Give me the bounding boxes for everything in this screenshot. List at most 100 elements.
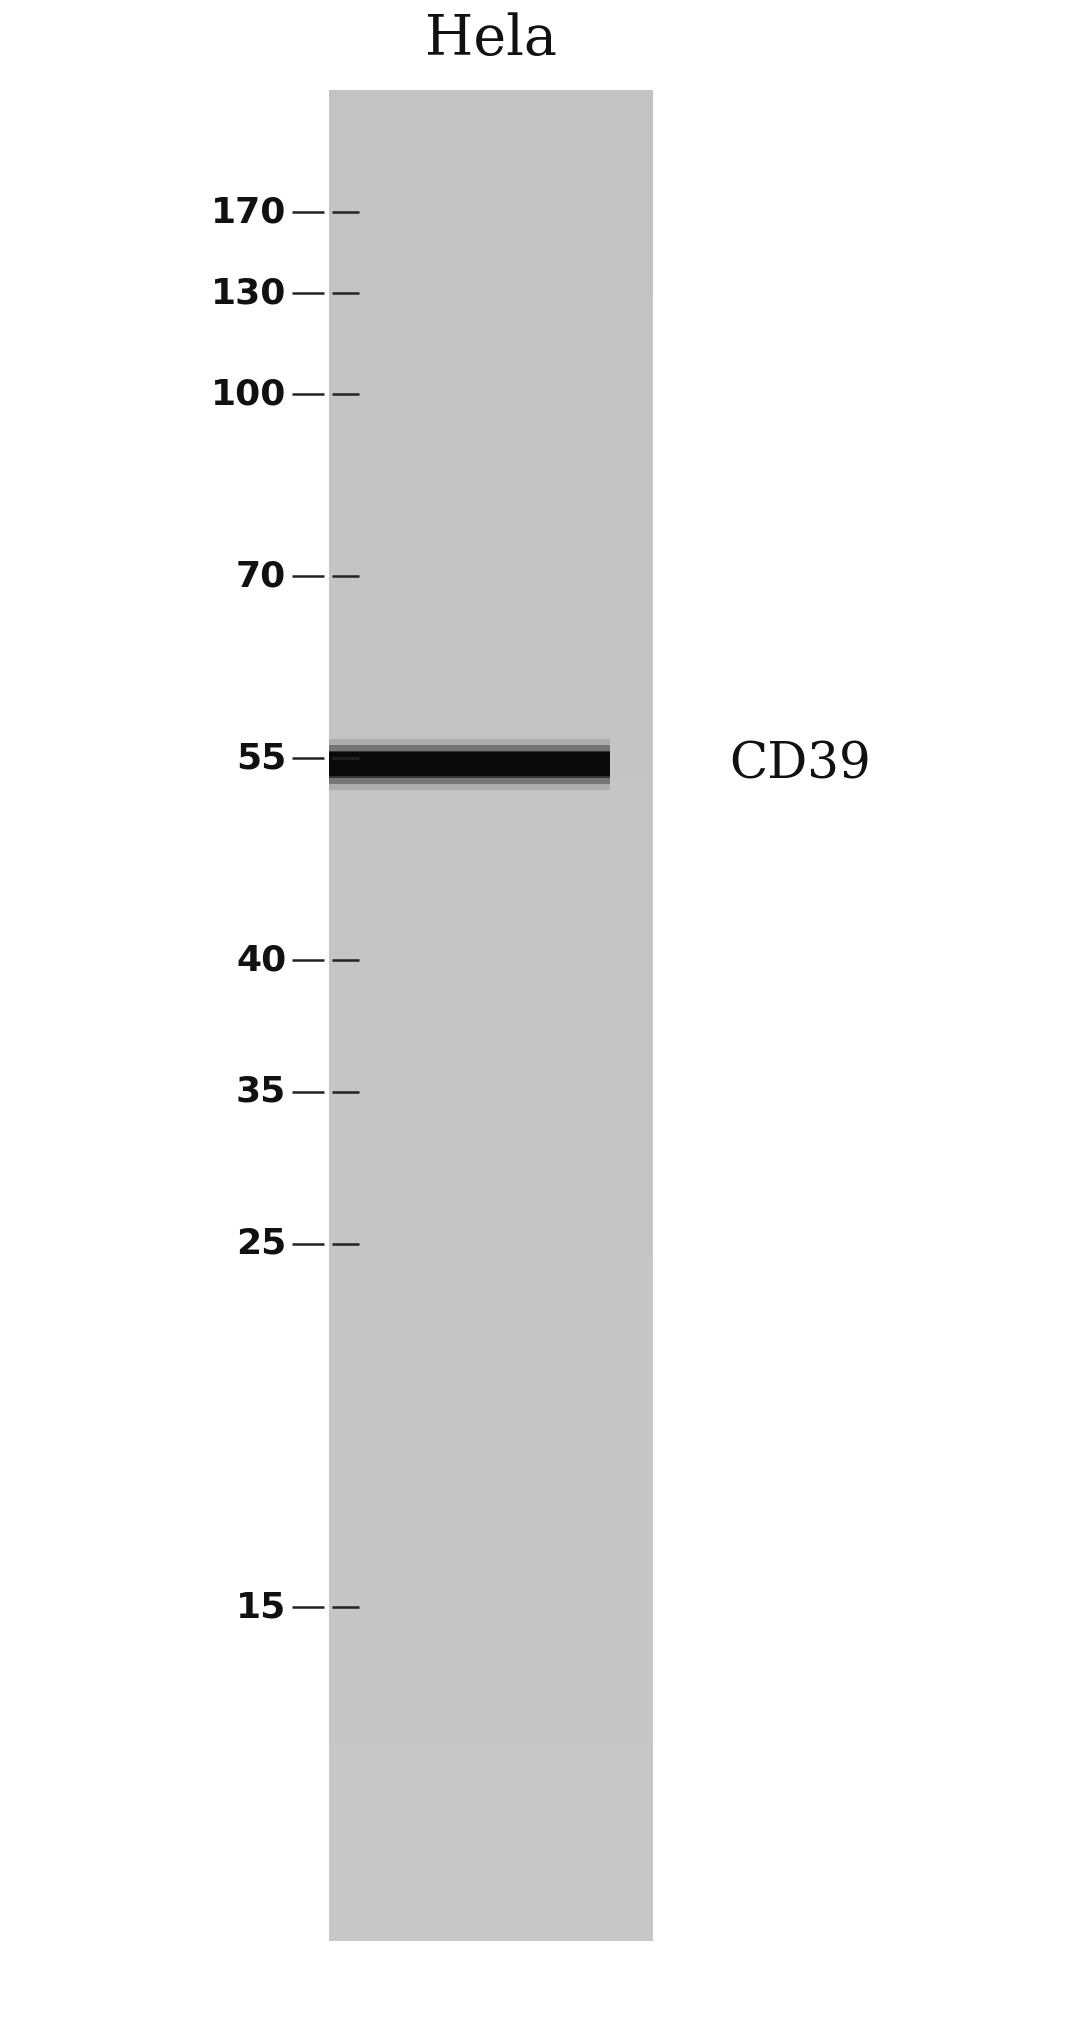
Bar <box>329 1330 653 1341</box>
Bar <box>329 451 653 461</box>
Bar <box>329 811 653 821</box>
Bar <box>329 756 653 766</box>
Bar <box>329 1144 653 1155</box>
Bar <box>329 174 653 184</box>
Text: 15: 15 <box>235 1591 286 1624</box>
Bar <box>329 1292 653 1302</box>
Bar <box>329 192 653 202</box>
Bar <box>329 340 653 350</box>
Bar <box>329 876 653 886</box>
Bar <box>329 764 653 776</box>
Bar <box>329 1432 653 1442</box>
Bar <box>329 932 653 942</box>
Bar <box>329 487 653 497</box>
Bar <box>329 1256 653 1266</box>
Bar <box>329 293 653 303</box>
Bar <box>329 1375 653 1387</box>
Bar <box>329 404 653 415</box>
Bar <box>329 580 653 590</box>
Bar <box>329 127 653 137</box>
Bar <box>329 1440 653 1452</box>
Bar <box>329 1838 653 1848</box>
Bar <box>329 700 653 712</box>
Bar <box>329 386 653 396</box>
Bar <box>329 1033 653 1043</box>
Bar <box>329 1913 653 1923</box>
Bar <box>329 285 653 295</box>
Bar <box>329 1173 653 1183</box>
Text: 55: 55 <box>235 742 286 774</box>
Bar <box>329 627 653 637</box>
Bar <box>329 544 653 554</box>
Bar <box>329 1680 653 1690</box>
Bar <box>329 1662 653 1672</box>
Bar <box>329 1385 653 1395</box>
Text: 130: 130 <box>211 277 286 309</box>
Bar <box>329 1765 653 1775</box>
Bar <box>329 1191 653 1201</box>
Bar <box>329 1320 653 1330</box>
Bar <box>329 681 653 692</box>
Bar <box>329 109 653 119</box>
Bar <box>329 265 653 277</box>
Bar <box>329 1701 653 1711</box>
Bar <box>329 987 653 997</box>
Bar <box>329 1654 653 1664</box>
Bar <box>329 1478 653 1488</box>
Bar <box>329 849 653 859</box>
Bar <box>329 257 653 267</box>
Bar <box>329 1209 653 1219</box>
Bar <box>329 1219 653 1229</box>
Bar <box>329 1791 653 1802</box>
Bar <box>329 785 653 795</box>
Bar <box>329 803 653 813</box>
Bar <box>329 1543 653 1553</box>
Bar <box>329 1155 653 1165</box>
Bar <box>329 1486 653 1496</box>
Bar <box>329 746 653 756</box>
Bar <box>329 752 610 776</box>
Bar <box>329 720 653 730</box>
Bar <box>329 839 653 849</box>
Bar <box>329 368 653 378</box>
Bar <box>329 1349 653 1359</box>
Bar <box>329 1737 653 1747</box>
Bar <box>329 590 653 601</box>
Bar <box>329 609 653 619</box>
Bar <box>329 1302 653 1312</box>
Bar <box>329 1460 653 1470</box>
Text: Hela: Hela <box>426 12 557 67</box>
Bar <box>329 1450 653 1460</box>
Bar <box>329 1496 653 1506</box>
Bar <box>329 220 653 231</box>
Bar <box>329 1579 653 1589</box>
Bar <box>329 1367 653 1377</box>
Bar <box>329 228 653 239</box>
Bar <box>329 1284 653 1294</box>
Text: 70: 70 <box>235 560 286 592</box>
Bar <box>329 459 653 471</box>
Bar <box>329 200 653 210</box>
Bar <box>329 469 653 479</box>
Bar <box>329 1421 653 1432</box>
Bar <box>329 1274 653 1284</box>
Bar <box>329 1607 653 1618</box>
Bar <box>329 821 653 831</box>
Bar <box>329 1810 653 1822</box>
Bar <box>329 275 653 285</box>
Bar <box>329 552 653 562</box>
Bar <box>329 774 653 785</box>
Bar <box>329 655 653 665</box>
Bar <box>329 321 653 332</box>
Bar <box>329 1820 653 1830</box>
Bar <box>329 350 653 360</box>
Bar <box>329 415 653 425</box>
Bar <box>329 710 653 720</box>
Bar <box>329 1616 653 1626</box>
Bar <box>329 1848 653 1858</box>
Bar <box>329 99 653 109</box>
Bar <box>329 1070 653 1082</box>
Bar <box>329 1773 653 1783</box>
Bar <box>329 635 653 647</box>
Bar <box>329 1561 653 1571</box>
